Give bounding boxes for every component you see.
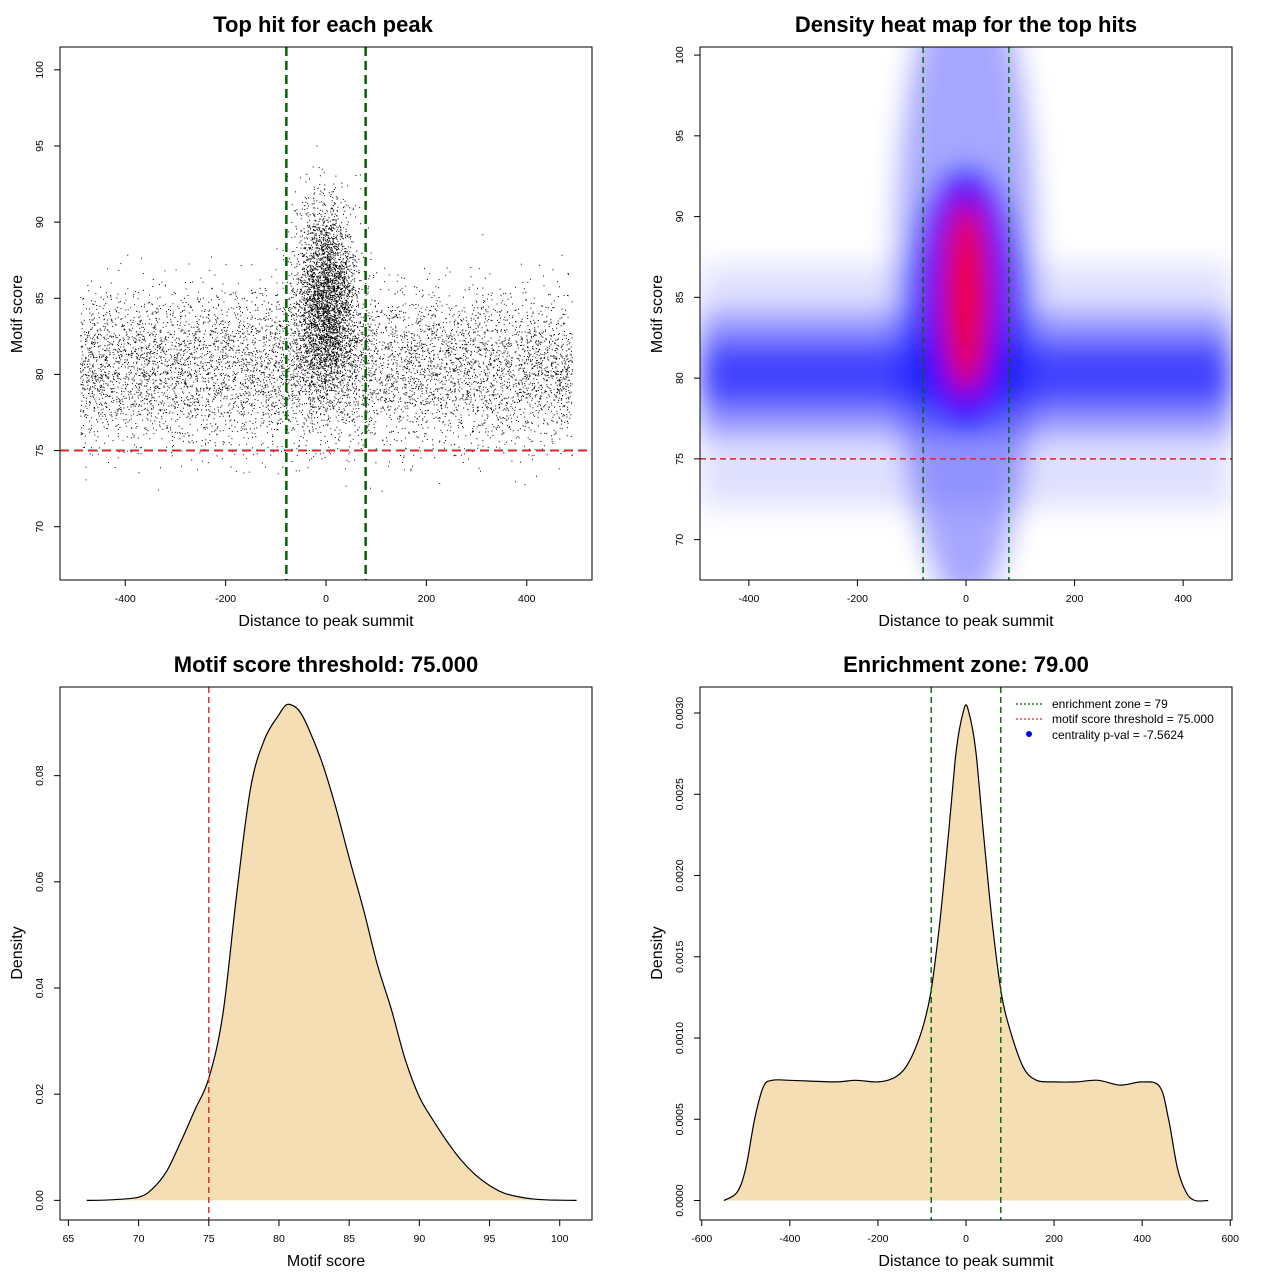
y-axis-label: Motif score [649,275,666,353]
chart-title: Motif score threshold: 75.000 [174,652,478,677]
y-tick-label: 0.0005 [674,1103,686,1135]
x-tick-label: -400 [779,1233,800,1245]
x-axis-label: Motif score [287,1253,365,1270]
y-tick-label: 90 [674,211,686,223]
y-tick-label: 0.0010 [674,1022,686,1054]
x-axis-label: Distance to peak summit [238,613,414,630]
x-tick-label: 75 [203,1233,215,1245]
y-tick-label: 0.06 [34,871,46,892]
y-tick-label: 75 [674,453,686,465]
x-tick-label: 400 [1133,1233,1151,1245]
x-tick-label: 95 [484,1233,496,1245]
heatmap-density [700,47,1232,580]
chart-title: Top hit for each peak [213,12,433,37]
y-tick-label: 70 [34,521,46,533]
x-tick-label: -200 [215,593,236,605]
x-tick-label: 0 [963,593,969,605]
y-tick-label: 80 [34,368,46,380]
chart-title: Density heat map for the top hits [795,12,1137,37]
x-tick-label: 400 [518,593,536,605]
x-tick-label: 80 [273,1233,285,1245]
y-tick-label: 0.08 [34,765,46,786]
y-tick-label: 0.02 [34,1084,46,1105]
y-tick-label: 85 [34,292,46,304]
distance-density-panel: Enrichment zone: 79.00 -600 -400 -200 0 200 4… [649,652,1239,1270]
y-tick-label: 90 [34,216,46,228]
x-axis-label: Distance to peak summit [878,613,1054,630]
legend: enrichment zone = 79 motif score thresho… [1016,697,1214,742]
density-curve [723,704,1209,1202]
x-tick-label: 70 [133,1233,145,1245]
y-axis-label: Density [649,926,666,979]
y-axis-label: Density [9,926,26,979]
x-tick-label: -400 [115,593,136,605]
x-tick-label: -200 [847,593,868,605]
legend-label-enrichment: enrichment zone = 79 [1052,697,1168,711]
y-tick-label: 0.0020 [674,859,686,891]
y-tick-label: 0.0025 [674,778,686,810]
x-tick-label: 85 [343,1233,355,1245]
y-tick-label: 0.0015 [674,941,686,973]
x-tick-label: -600 [691,1233,712,1245]
y-tick-label: 0.00 [34,1190,46,1211]
y-tick-label: 0.0000 [674,1184,686,1216]
density-core-red [944,200,988,395]
x-tick-label: -200 [867,1233,888,1245]
x-tick-label: 200 [1045,1233,1063,1245]
scatter-cloud [80,145,573,492]
scatter-panel: Top hit for each peak -400 -200 0 200 400 70 7… [9,12,593,630]
legend-label-centrality: centrality p-val = -7.5624 [1052,728,1184,742]
x-tick-label: 65 [63,1233,75,1245]
heatmap-panel: Density heat map for the top hits -400 -2… [649,12,1233,630]
legend-swatch-centrality [1026,731,1032,737]
y-tick-label: 0.0030 [674,697,686,729]
y-tick-label: 0.04 [34,978,46,999]
chart-title: Enrichment zone: 79.00 [843,652,1089,677]
x-tick-label: 200 [1066,593,1084,605]
density-curve [86,703,577,1201]
x-axis-label: Distance to peak summit [878,1253,1054,1270]
x-tick-label: 200 [418,593,436,605]
x-tick-label: -400 [738,593,759,605]
scatter-points [80,145,573,492]
x-tick-label: 600 [1221,1233,1239,1245]
y-axis-label: Motif score [9,275,26,353]
y-tick-label: 80 [674,372,686,384]
plot-frame [59,46,593,581]
density-area [86,704,577,1201]
legend-label-threshold: motif score threshold = 75.000 [1052,712,1214,726]
x-tick-label: 400 [1174,593,1192,605]
x-tick-label: 100 [551,1233,569,1245]
x-tick-label: 0 [963,1233,969,1245]
y-tick-label: 95 [34,140,46,152]
score-density-panel: Motif score threshold: 75.000 65 70 75 80 85… [9,652,593,1270]
y-tick-label: 70 [674,534,686,546]
y-tick-label: 85 [674,291,686,303]
x-tick-label: 90 [414,1233,426,1245]
y-tick-label: 95 [674,130,686,142]
density-area [723,704,1209,1202]
y-tick-label: 100 [34,61,46,79]
y-tick-label: 75 [34,445,46,457]
x-tick-label: 0 [323,593,329,605]
y-tick-label: 100 [674,46,686,64]
